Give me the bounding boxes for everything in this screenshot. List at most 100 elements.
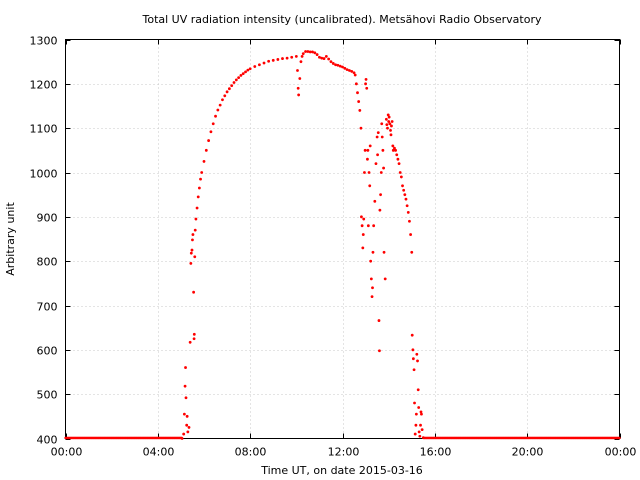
data-point [221,98,224,102]
data-point [376,153,379,157]
data-point [294,54,298,58]
data-point [354,82,358,86]
data-point [184,366,187,369]
data-point [378,208,382,212]
data-point [368,184,372,188]
data-point [334,63,337,67]
data-point [193,255,197,259]
data-point [267,59,271,63]
data-point [408,219,411,223]
data-point [195,206,199,210]
data-point [391,144,395,148]
data-point [356,91,359,95]
data-point [360,215,363,219]
chart-title: Total UV radiation intensity (uncalibrat… [142,13,542,26]
data-point [246,68,250,72]
axis-ticks [65,39,621,440]
data-point [230,84,234,88]
data-point [386,126,389,130]
y-tick-label: 600 [37,345,58,358]
data-point [304,50,307,53]
data-point [371,286,374,290]
x-tick-label: 08:00 [235,446,267,459]
data-point [362,217,366,221]
data-point [327,57,331,61]
x-tick-label: 04:00 [143,446,175,459]
data-point [413,401,416,405]
data-point [186,430,190,434]
data-point [410,250,414,254]
data-point [350,70,354,73]
data-point [368,144,372,148]
data-point [387,115,391,119]
data-point [299,60,303,64]
data-point [419,410,423,414]
baseline-point [618,436,621,440]
data-point [382,250,386,254]
data-point [318,55,321,59]
data-point [296,69,299,72]
x-axis-label: Time UT, on date 2015-03-16 [260,464,423,477]
data-point [192,337,196,341]
data-point [367,171,371,174]
data-point [313,51,317,55]
data-point [253,65,257,68]
data-point [320,56,324,60]
data-point [379,171,383,174]
data-point [419,423,422,427]
data-point [301,52,305,56]
data-point [258,63,261,67]
data-point [390,124,393,128]
x-tick-label: 00:00 [51,446,83,459]
data-point [322,57,326,60]
data-point [239,74,243,77]
plot-frame [65,39,620,439]
data-point [381,148,385,152]
y-tick-label: 1000 [30,168,58,181]
data-point [329,60,333,64]
data-point [406,211,410,214]
data-point [394,148,397,152]
data-point [386,113,390,117]
data-point [248,67,252,71]
data-point [189,251,193,255]
data-point [417,430,421,434]
x-tick-label: 16:00 [420,446,452,459]
grid-lines [65,39,620,439]
data-point [209,130,213,134]
data-point [353,73,357,77]
data-point [192,332,196,336]
y-tick-labels: 400 500 600 700 800 900 1000 1100 1200 1300 [30,35,58,447]
data-point [207,139,211,142]
y-tick-label: 1100 [30,123,58,136]
data-point [244,70,247,74]
data-point [411,357,415,361]
data-point [410,333,414,337]
data-point [382,166,385,170]
data-point [418,434,422,438]
x-tick-labels: 00:00 04:00 08:00 12:00 16:00 20:00 00:00 [51,446,637,459]
data-point [379,193,382,197]
data-point [363,148,367,152]
data-point [404,197,408,201]
data-point [420,428,424,432]
y-tick-label: 400 [37,434,58,447]
data-point [378,349,381,353]
data-point [300,54,304,58]
data-point [417,406,421,409]
data-point [341,65,344,69]
data-point [390,120,394,123]
data-point [200,171,204,174]
data-point [297,93,301,97]
y-tick-label: 1200 [30,79,58,92]
data-point [389,133,393,137]
x-tick-label: 00:00 [605,446,637,459]
data-point [223,94,227,98]
data-point [420,412,423,416]
data-point [380,135,384,139]
data-point [374,162,378,166]
data-point [369,277,373,281]
data-point [393,146,396,150]
